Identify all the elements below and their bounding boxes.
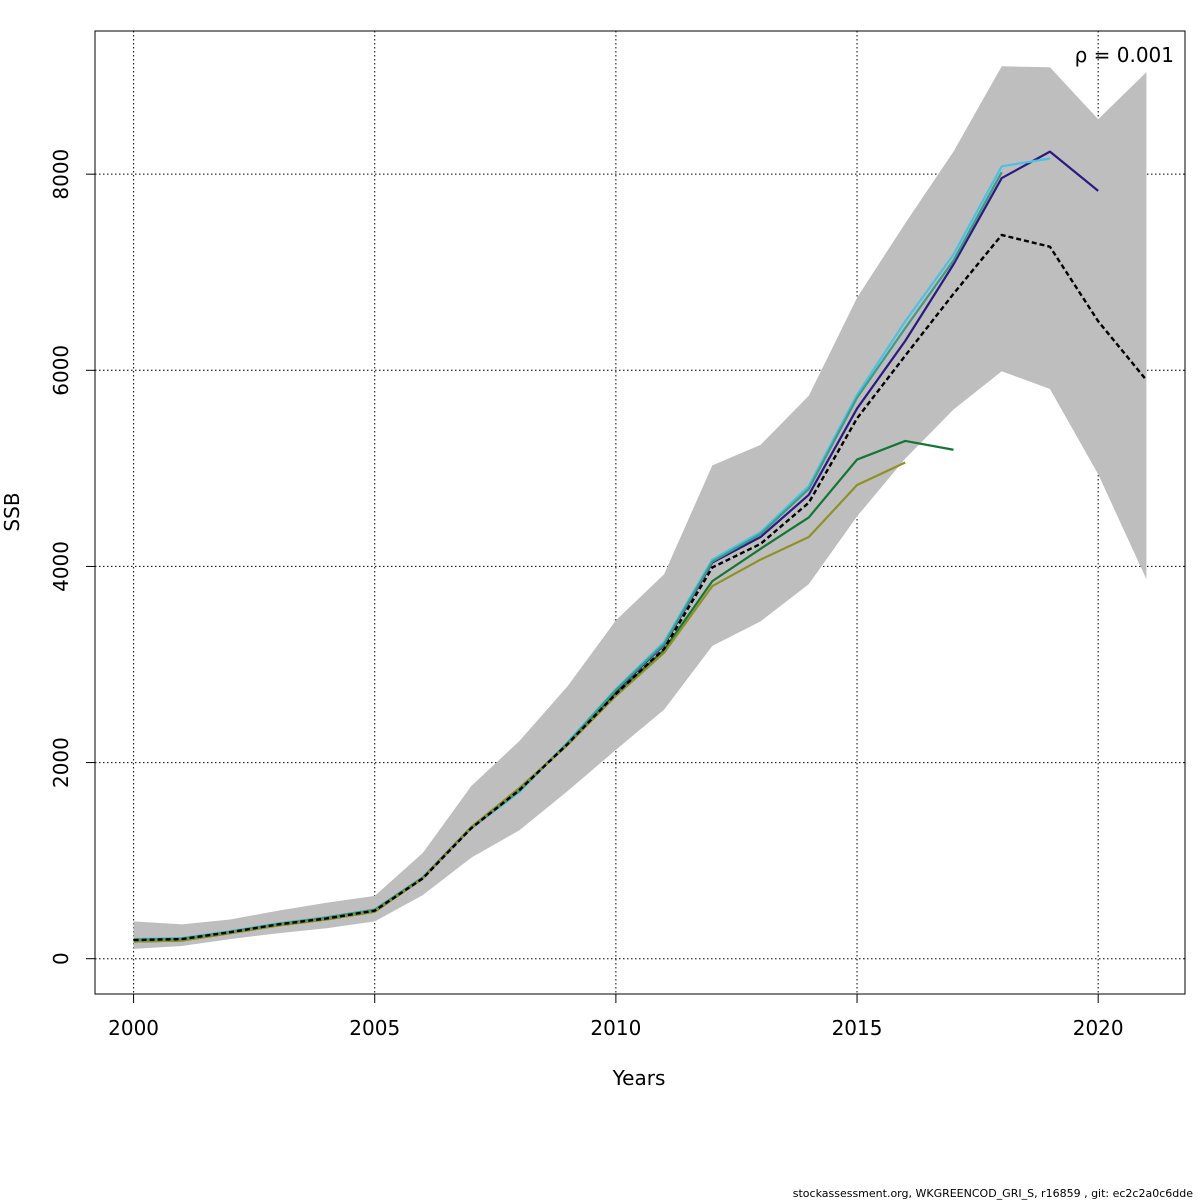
x-tick-label-2015: 2015 [832, 1016, 883, 1040]
x-tick-label-2005: 2005 [349, 1016, 400, 1040]
y-tick-label-6000: 6000 [49, 345, 73, 396]
x-tick-label-2000: 2000 [108, 1016, 159, 1040]
y-axis: 0 2000 4000 6000 8000 [49, 149, 96, 965]
x-tick-label-2010: 2010 [590, 1016, 641, 1040]
footer-credit: stockassessment.org, WKGREENCOD_GRI_S, r… [793, 1187, 1193, 1200]
x-axis: 2000 2005 2010 2015 2020 [108, 993, 1124, 1040]
y-tick-label-4000: 4000 [49, 541, 73, 592]
series-lines [133, 150, 1148, 943]
y-tick-label-8000: 8000 [49, 149, 73, 200]
x-axis-title: Years [612, 1066, 666, 1090]
confidence-band [133, 66, 1147, 949]
series-line-0 [133, 233, 1148, 942]
y-tick-label-2000: 2000 [49, 737, 73, 788]
y-tick-label-0: 0 [49, 952, 73, 965]
x-tick-label-2020: 2020 [1073, 1016, 1124, 1040]
y-axis-title: SSB [0, 492, 24, 531]
confidence-band-layer [133, 66, 1147, 949]
rho-annotation: ρ = 0.001 [1075, 43, 1174, 67]
